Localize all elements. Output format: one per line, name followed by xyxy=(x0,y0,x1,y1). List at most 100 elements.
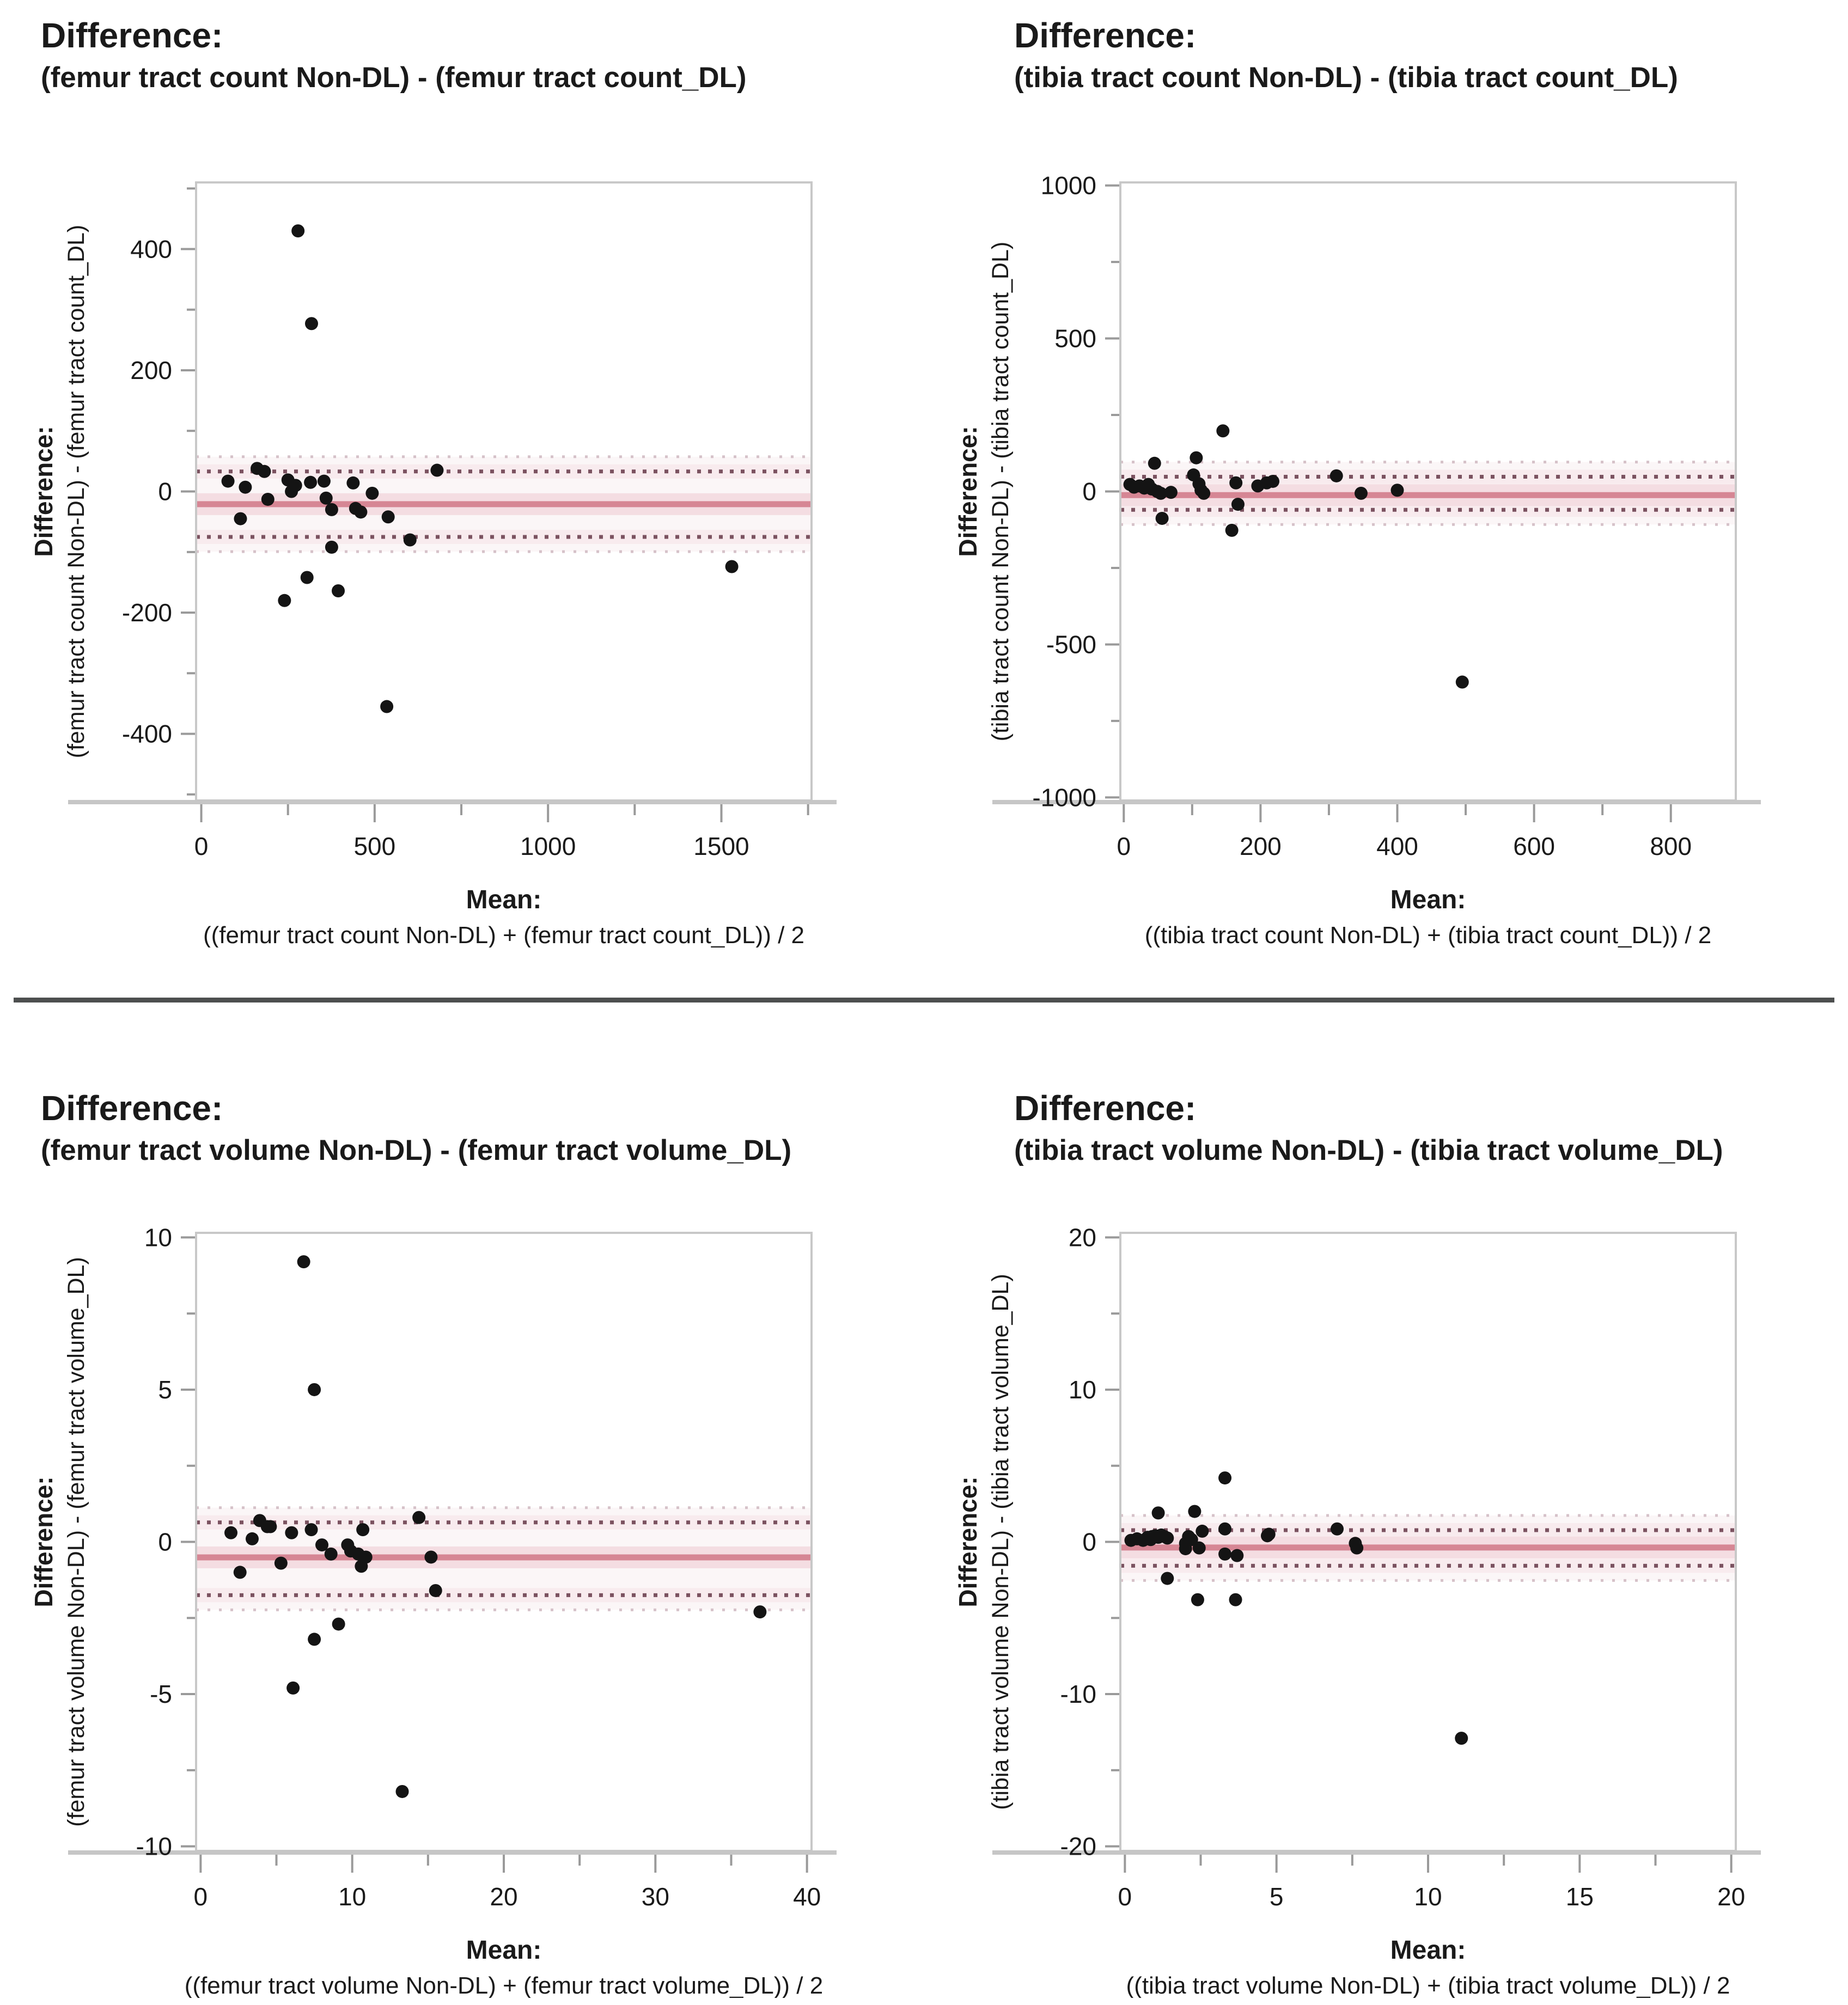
panel-title-line2: (tibia tract count Non-DL) - (tibia trac… xyxy=(1014,62,1678,94)
data-point xyxy=(395,1784,409,1798)
data-point xyxy=(1225,523,1239,537)
x-tick-label: 10 xyxy=(1414,1882,1442,1911)
y-tick-label: 20 xyxy=(1069,1223,1096,1251)
x-axis-label-line1: Mean: xyxy=(1390,1936,1466,1965)
data-point xyxy=(1185,1533,1198,1546)
data-point xyxy=(1196,1524,1209,1538)
panel-tibia-tract-count: Difference: (tibia tract count Non-DL) -… xyxy=(924,0,1848,997)
x-tick-label: 5 xyxy=(1270,1882,1284,1911)
data-point xyxy=(356,1523,370,1537)
data-point xyxy=(1331,1522,1344,1536)
panel-title-line1: Difference: xyxy=(1014,16,1197,55)
data-point xyxy=(304,475,318,489)
bland-altman-plot-femur-tract-volume: -10 -5 0 5 10 0 10 20 30 40 Difference: (femur trac… xyxy=(29,1223,837,1998)
panel-femur-tract-count: Difference: (femur tract count Non-DL) -… xyxy=(0,0,924,997)
data-point xyxy=(365,486,379,500)
y-tick-label: 0 xyxy=(1082,478,1096,506)
panel-title-line2: (femur tract volume Non-DL) - (femur tra… xyxy=(41,1134,792,1167)
bland-altman-plot-femur-tract-count: -400 -200 0 200 400 0 500 1000 1500 Difference: (f… xyxy=(29,181,837,948)
x-tick-label: 1000 xyxy=(520,832,576,860)
x-axis-label-line2: ((femur tract volume Non-DL) + (femur tr… xyxy=(185,1972,823,1998)
data-point xyxy=(1188,1505,1201,1518)
y-axis-label-line1: Difference: xyxy=(954,426,982,557)
y-tick-label: 0 xyxy=(158,478,172,506)
data-point xyxy=(304,1523,318,1537)
y-tick-label: -10 xyxy=(136,1832,172,1861)
y-tick-label: -200 xyxy=(122,598,172,627)
data-point xyxy=(258,464,271,478)
data-point xyxy=(325,503,338,516)
x-tick-label: 20 xyxy=(490,1882,517,1911)
x-axis-bar xyxy=(68,800,837,804)
x-axis-label-line1: Mean: xyxy=(466,885,542,914)
data-point xyxy=(289,479,302,492)
panel-title: Difference: (femur tract count Non-DL) -… xyxy=(41,16,747,94)
y-tick-label: 0 xyxy=(1082,1528,1096,1556)
data-point xyxy=(278,594,291,607)
data-point xyxy=(308,1383,321,1396)
x-tick-label: 0 xyxy=(1118,1882,1132,1911)
y-axis-label-line2: (tibia tract volume Non-DL) - (tibia tra… xyxy=(987,1274,1014,1810)
x-tick-label: 15 xyxy=(1566,1882,1594,1911)
panel-femur-tract-volume: Difference: (femur tract volume Non-DL) … xyxy=(0,1008,924,2005)
y-axis-label-line2: (femur tract count Non-DL) - (femur trac… xyxy=(63,225,89,759)
x-axis-label-line2: ((tibia tract count Non-DL) + (tibia tra… xyxy=(1145,922,1712,948)
x-tick-label: 30 xyxy=(642,1882,669,1911)
y-axis-label-line1: Difference: xyxy=(954,1476,982,1607)
data-point xyxy=(1231,498,1245,511)
y-tick-label: 500 xyxy=(1054,325,1096,353)
data-point xyxy=(1354,486,1368,500)
data-point xyxy=(1191,1593,1204,1606)
data-point xyxy=(1154,486,1168,500)
panel-title-line1: Difference: xyxy=(41,1089,223,1128)
y-axis-label-line1: Difference: xyxy=(29,1476,58,1607)
x-tick-label: 1500 xyxy=(693,832,749,860)
panel-title-line1: Difference: xyxy=(41,16,223,55)
y-axis-label-line1: Difference: xyxy=(29,426,58,557)
data-point xyxy=(1218,1547,1232,1561)
panel-title-line2: (tibia tract volume Non-DL) - (tibia tra… xyxy=(1014,1134,1723,1167)
y-tick-label: -500 xyxy=(1046,630,1096,658)
data-point xyxy=(291,224,305,238)
bland-altman-plot-tibia-tract-count: -1000 -500 0 500 1000 0 200 400 600 800 Difference… xyxy=(954,172,1761,948)
data-point xyxy=(1266,474,1279,488)
data-point xyxy=(403,533,417,547)
y-tick-label: 10 xyxy=(144,1223,172,1251)
data-point xyxy=(1161,1572,1174,1585)
data-point xyxy=(233,1566,247,1579)
data-point xyxy=(221,474,235,488)
data-point xyxy=(1148,456,1161,470)
y-tick-label: 200 xyxy=(130,356,172,384)
data-point xyxy=(1155,511,1169,525)
data-point xyxy=(324,1547,338,1561)
y-tick-label: 400 xyxy=(130,235,172,263)
panel-title-line2: (femur tract count Non-DL) - (femur trac… xyxy=(41,62,747,94)
x-tick-label: 500 xyxy=(353,832,395,860)
data-point xyxy=(308,1633,321,1646)
y-tick-label: 10 xyxy=(1069,1376,1096,1404)
data-point xyxy=(1455,675,1469,689)
data-point xyxy=(1197,486,1211,500)
y-tick-label: -400 xyxy=(122,720,172,748)
x-axis-label-line2: ((tibia tract volume Non-DL) + (tibia tr… xyxy=(1126,1972,1730,1998)
panel-tibia-tract-volume: Difference: (tibia tract volume Non-DL) … xyxy=(924,1008,1848,2005)
data-point xyxy=(424,1550,438,1564)
x-tick-label: 20 xyxy=(1717,1882,1745,1911)
data-point xyxy=(359,1550,373,1564)
data-point xyxy=(412,1511,426,1524)
data-point xyxy=(1390,484,1404,497)
data-point xyxy=(325,540,338,554)
data-point xyxy=(725,560,739,573)
data-point xyxy=(317,474,331,488)
x-axis-bar xyxy=(992,800,1761,804)
data-point xyxy=(1455,1732,1468,1745)
data-point xyxy=(354,505,368,519)
x-tick-label: 10 xyxy=(338,1882,366,1911)
data-point xyxy=(1218,1471,1232,1485)
data-point xyxy=(285,1526,298,1539)
data-point xyxy=(300,571,314,584)
data-point xyxy=(245,1532,259,1545)
data-point xyxy=(430,463,444,477)
data-point xyxy=(332,1617,345,1631)
x-axis-label-line1: Mean: xyxy=(466,1936,542,1965)
